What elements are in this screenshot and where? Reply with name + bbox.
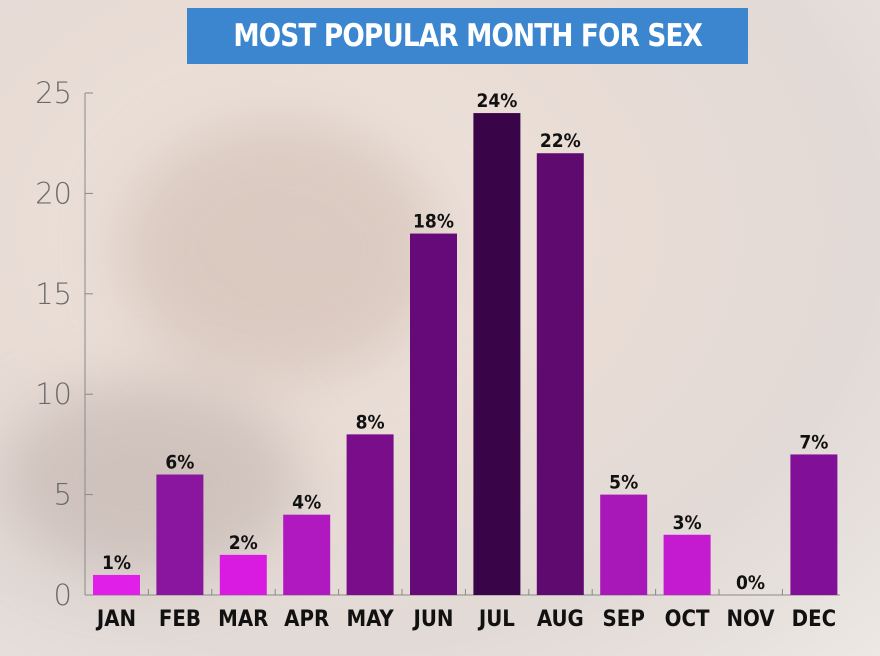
data-label: 6%	[165, 452, 194, 474]
x-tick-label: JUN	[412, 607, 454, 632]
chart-title: MOST POPULAR MONTH FOR SEX	[233, 18, 703, 54]
y-tick-label: 10	[35, 377, 72, 411]
x-tick-label: AUG	[537, 607, 584, 632]
x-tick-label: JUL	[477, 607, 515, 632]
bar-dec	[790, 454, 838, 595]
x-tick-label: MAY	[346, 607, 394, 632]
x-tick-label: OCT	[665, 607, 710, 632]
bar-apr	[283, 514, 331, 595]
bar-jan	[93, 574, 140, 595]
data-label: 7%	[799, 431, 828, 453]
bar-may	[346, 434, 394, 595]
x-tick-label: SEP	[603, 607, 645, 632]
data-label: 24%	[476, 90, 517, 112]
x-tick-label: NOV	[726, 607, 775, 632]
x-tick-label: APR	[284, 607, 329, 632]
y-tick-label: 25	[35, 76, 72, 110]
x-tick-label: JAN	[95, 607, 136, 632]
data-label: 2%	[229, 532, 258, 554]
bar-jul	[473, 113, 521, 595]
data-label: 4%	[292, 492, 321, 514]
data-label: 22%	[540, 130, 581, 152]
data-label: 8%	[356, 411, 385, 433]
chart-title-banner: MOST POPULAR MONTH FOR SEX	[187, 8, 748, 64]
bar-aug	[536, 153, 584, 596]
bar-mar	[219, 554, 267, 595]
data-label: 0%	[736, 572, 765, 594]
background-photo-shadow	[0, 380, 300, 580]
y-tick-label: 15	[35, 277, 72, 311]
bar-jun	[410, 233, 457, 595]
bar-feb	[156, 474, 204, 595]
bar-sep	[600, 494, 648, 595]
background-photo	[120, 120, 440, 380]
data-label: 3%	[673, 512, 702, 534]
y-tick-label: 20	[35, 176, 72, 210]
x-tick-label: MAR	[218, 607, 268, 632]
data-label: 1%	[102, 552, 131, 574]
x-tick-label: DEC	[792, 607, 836, 632]
x-tick-label: FEB	[159, 607, 201, 632]
data-label: 5%	[609, 472, 638, 494]
data-label: 18%	[413, 211, 454, 233]
y-tick-label: 5	[54, 478, 72, 512]
bar-oct	[663, 534, 711, 595]
y-tick-label: 0	[54, 578, 72, 612]
